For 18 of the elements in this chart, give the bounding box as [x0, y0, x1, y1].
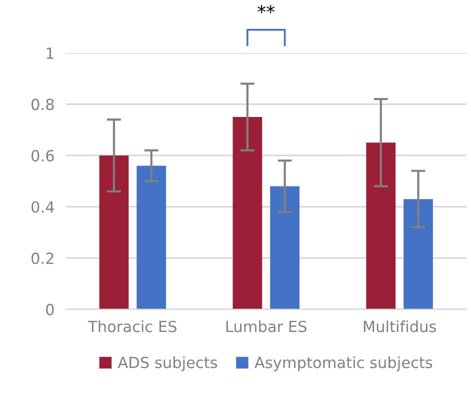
y-tick-label: 0.8 — [32, 98, 54, 110]
y-tick-label: 0.2 — [32, 252, 54, 264]
x-tick-label: Thoracic ES — [88, 320, 176, 332]
x-tick-label: Multifidus — [364, 320, 436, 332]
legend-label: ADS subjects — [118, 356, 218, 372]
bar — [404, 199, 433, 310]
bar — [366, 142, 396, 310]
y-tick-label: 0.6 — [32, 150, 54, 162]
bar — [99, 155, 129, 310]
bar — [270, 186, 300, 310]
y-tick-label: 1 — [46, 48, 54, 59]
x-tick-label: Lumbar ES — [226, 320, 306, 332]
text: ** — [258, 4, 275, 14]
y-tick-label: 0.4 — [32, 201, 54, 213]
bar — [232, 117, 262, 310]
y-tick-label: 0 — [46, 304, 54, 316]
bar — [136, 166, 166, 310]
legend-label: Asymptomatic subjects — [254, 356, 432, 372]
